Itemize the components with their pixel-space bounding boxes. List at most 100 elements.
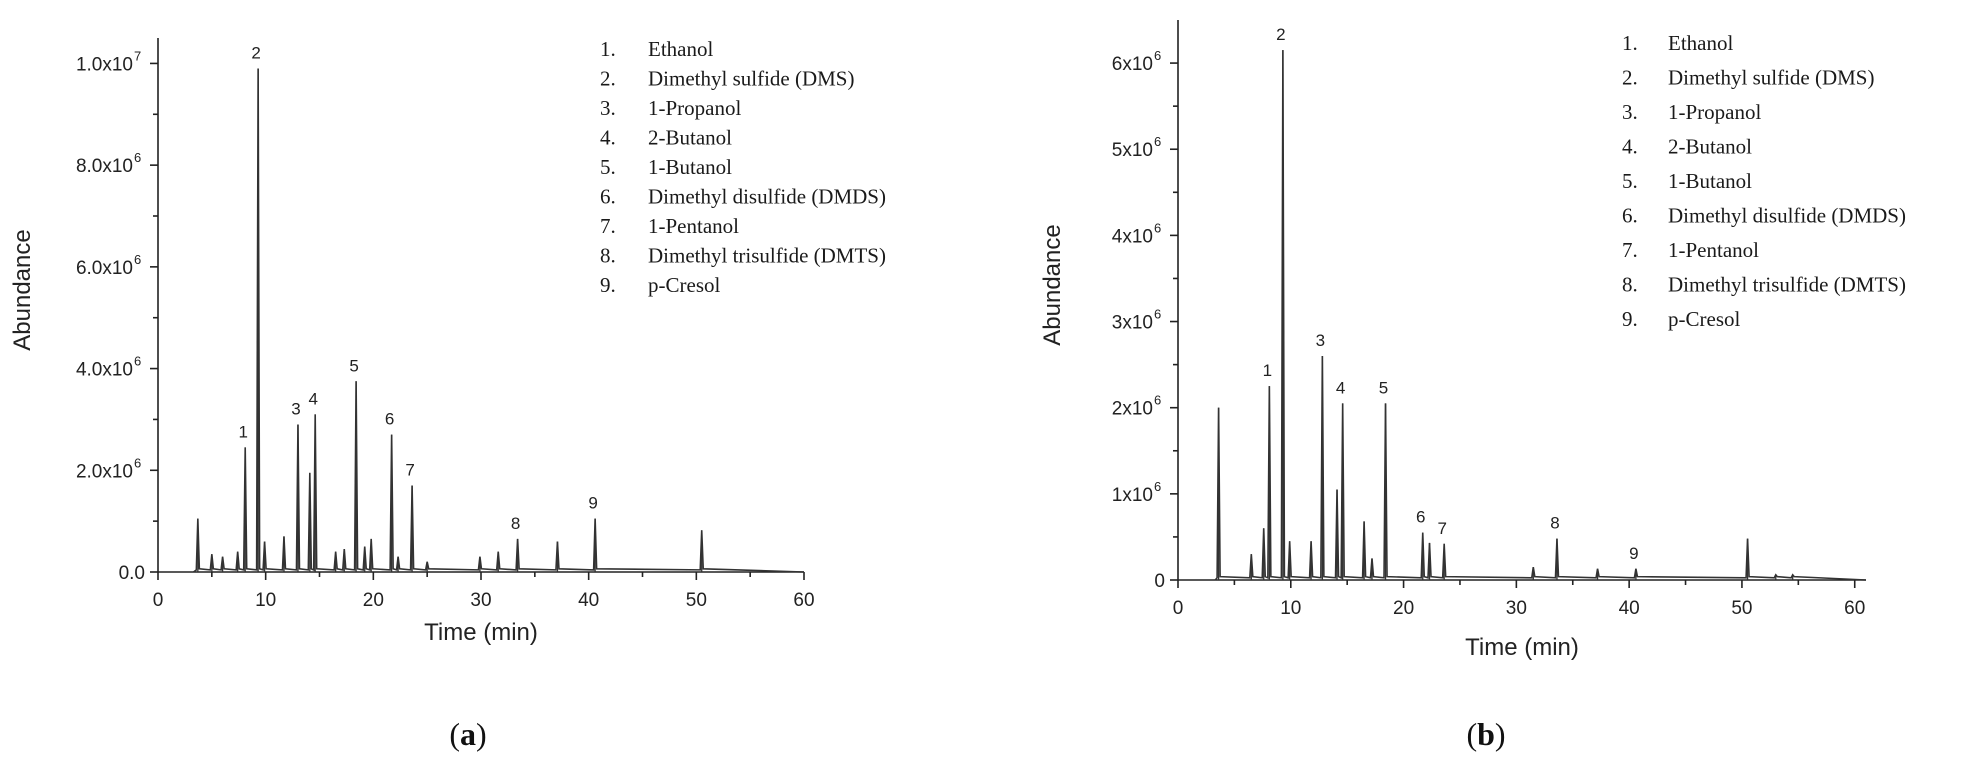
y-tick-label: 3x10	[1112, 313, 1153, 334]
peak-label: 4	[308, 389, 317, 408]
y-tick-label: 0.0	[119, 563, 145, 584]
legend-compound-name: Dimethyl trisulfide (DMTS)	[1668, 273, 1906, 297]
y-tick-exponent: 7	[134, 48, 141, 63]
legend-number: 3.	[1622, 100, 1638, 124]
x-tick-label: 60	[1844, 598, 1865, 619]
peak-label: 4	[1336, 378, 1345, 397]
peak-label: 1	[238, 422, 247, 441]
y-axis-title: Abundance	[1039, 224, 1066, 345]
y-tick-exponent: 6	[134, 150, 141, 165]
legend-compound-name: 1-Propanol	[1668, 100, 1761, 124]
x-tick-label: 40	[1619, 598, 1640, 619]
y-tick-label: 6x10	[1112, 54, 1153, 75]
y-tick-exponent: 6	[134, 455, 141, 470]
peak-label: 7	[405, 461, 414, 480]
x-tick-label: 20	[363, 590, 384, 611]
legend-number: 4.	[1622, 135, 1638, 159]
legend-compound-name: 1-Propanol	[648, 96, 741, 120]
peak-label: 5	[349, 356, 358, 375]
y-tick-label: 4x10	[1112, 226, 1153, 247]
x-tick-label: 50	[1731, 598, 1752, 619]
legend-number: 8.	[1622, 273, 1638, 297]
x-axis-title: Time (min)	[1465, 634, 1579, 661]
legend-number: 9.	[1622, 307, 1638, 331]
y-tick-exponent: 6	[1154, 393, 1161, 408]
y-tick-label: 8.0x10	[76, 156, 133, 177]
chromatogram-trace	[193, 68, 805, 573]
y-tick-label: 6.0x10	[76, 258, 133, 279]
legend-number: 6.	[600, 185, 616, 209]
x-tick-label: 40	[578, 590, 599, 611]
legend-compound-name: Dimethyl trisulfide (DMTS)	[648, 244, 886, 268]
peak-label: 8	[511, 514, 520, 533]
x-axis-title: Time (min)	[424, 619, 538, 646]
y-tick-label: 1x10	[1112, 485, 1153, 506]
legend-compound-name: Dimethyl sulfide (DMS)	[648, 67, 854, 91]
compound-legend: 1. Ethanol 2. Dimethyl sulfide (DMS) 3. 1-Pro…	[600, 37, 886, 297]
legend-number: 7.	[600, 214, 616, 238]
legend-compound-name: Ethanol	[648, 37, 713, 61]
x-tick-label: 10	[255, 590, 276, 611]
peak-label: 7	[1437, 519, 1446, 538]
y-tick-exponent: 6	[1154, 134, 1161, 149]
peak-label: 2	[1276, 25, 1285, 44]
legend-compound-name: p-Cresol	[648, 273, 720, 297]
legend-number: 2.	[600, 67, 616, 91]
y-axis-title: Abundance	[9, 229, 36, 350]
legend-compound-name: p-Cresol	[1668, 307, 1740, 331]
legend-number: 1.	[600, 37, 616, 61]
legend-number: 7.	[1622, 238, 1638, 262]
x-tick-label: 30	[1506, 598, 1527, 619]
legend-number: 2.	[1622, 66, 1638, 90]
legend-number: 6.	[1622, 204, 1638, 228]
legend-compound-name: Dimethyl disulfide (DMDS)	[648, 185, 886, 209]
y-tick-exponent: 6	[134, 354, 141, 369]
legend-compound-name: Dimethyl disulfide (DMDS)	[1668, 204, 1906, 228]
y-tick-exponent: 6	[1154, 48, 1161, 63]
legend-compound-name: 2-Butanol	[648, 126, 732, 150]
panel-label: (a)	[449, 716, 486, 752]
x-tick-label: 10	[1280, 598, 1301, 619]
y-tick-label: 2.0x10	[76, 461, 133, 482]
y-tick-label: 4.0x10	[76, 360, 133, 381]
x-tick-label: 50	[686, 590, 707, 611]
peak-label: 1	[1263, 361, 1272, 380]
compound-legend: 1. Ethanol 2. Dimethyl sulfide (DMS) 3. 1-Pro…	[1622, 31, 1906, 331]
y-tick-label: 2x10	[1112, 399, 1153, 420]
panel-label: (b)	[1466, 716, 1505, 752]
x-tick-label: 30	[470, 590, 491, 611]
legend-number: 5.	[1622, 169, 1638, 193]
peak-label: 9	[588, 494, 597, 513]
x-tick-label: 0	[1173, 598, 1184, 619]
peak-label: 5	[1379, 378, 1388, 397]
x-tick-label: 60	[793, 590, 814, 611]
legend-number: 9.	[600, 273, 616, 297]
y-tick-label: 5x10	[1112, 140, 1153, 161]
legend-compound-name: 1-Pentanol	[648, 214, 739, 238]
peak-label: 6	[385, 410, 394, 429]
peak-label: 8	[1550, 514, 1559, 533]
y-tick-exponent: 6	[134, 252, 141, 267]
peak-label: 3	[291, 400, 300, 419]
legend-compound-name: 1-Pentanol	[1668, 238, 1759, 262]
peak-label: 6	[1416, 508, 1425, 527]
legend-number: 4.	[600, 126, 616, 150]
y-tick-exponent: 6	[1154, 307, 1161, 322]
legend-compound-name: Dimethyl sulfide (DMS)	[1668, 66, 1874, 90]
y-tick-exponent: 6	[1154, 220, 1161, 235]
y-tick-label: 1.0x10	[76, 54, 133, 75]
peak-label: 9	[1629, 544, 1638, 563]
y-tick-exponent: 6	[1154, 479, 1161, 494]
peak-label: 3	[1316, 331, 1325, 350]
legend-compound-name: 2-Butanol	[1668, 135, 1752, 159]
legend-number: 3.	[600, 96, 616, 120]
legend-compound-name: 1-Butanol	[1668, 169, 1752, 193]
chart-panel-a: 0 10 20 30 40 50 600.02.0x10 64.0x10 66.0x10 68.0…	[9, 37, 886, 752]
legend-number: 5.	[600, 155, 616, 179]
legend-compound-name: Ethanol	[1668, 31, 1733, 55]
chromatogram-trace	[1214, 50, 1867, 581]
x-tick-label: 0	[153, 590, 164, 611]
legend-number: 1.	[1622, 31, 1638, 55]
